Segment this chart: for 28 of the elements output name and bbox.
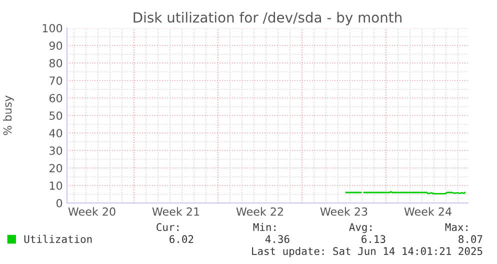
text: Last update: Sat Jun 14 14:01:21 2025 <box>252 246 482 258</box>
y-tick-label: 30 <box>50 146 62 155</box>
text: Max: <box>445 223 468 232</box>
y-tick-label: 60 <box>49 94 62 102</box>
text: 8.07 <box>458 235 482 244</box>
x-tick-label: Week 23 <box>320 207 368 216</box>
x-tick-label: Week 24 <box>404 207 452 216</box>
y-tick-label: 80 <box>49 58 62 68</box>
text: Min: <box>253 222 276 231</box>
y-tick-label: 90 <box>49 41 62 50</box>
text: 6.02 <box>170 235 194 244</box>
text: Avg: <box>349 223 372 234</box>
y-tick-label: 20 <box>50 164 62 172</box>
y-tick-label: 10 <box>50 181 62 190</box>
x-tick-label: Week 22 <box>236 207 283 216</box>
text: Cur: <box>156 223 178 232</box>
y-tick-label: 100 <box>42 24 62 32</box>
text: 4.36 <box>265 235 290 244</box>
y-tick-label: 70 <box>50 76 62 85</box>
y-tick-label: 40 <box>49 128 62 138</box>
x-tick-label: Week 21 <box>152 207 200 216</box>
text: 6.13 <box>362 235 386 244</box>
x-tick-label: Week 20 <box>68 207 116 216</box>
y-tick-label: 50 <box>50 111 62 120</box>
legend-label: Utilization <box>24 234 92 244</box>
y-axis-title: % busy <box>3 96 14 136</box>
chart-title: Disk utilization for /dev/sda - by month <box>134 12 402 26</box>
y-tick-label: 0 <box>56 198 62 208</box>
